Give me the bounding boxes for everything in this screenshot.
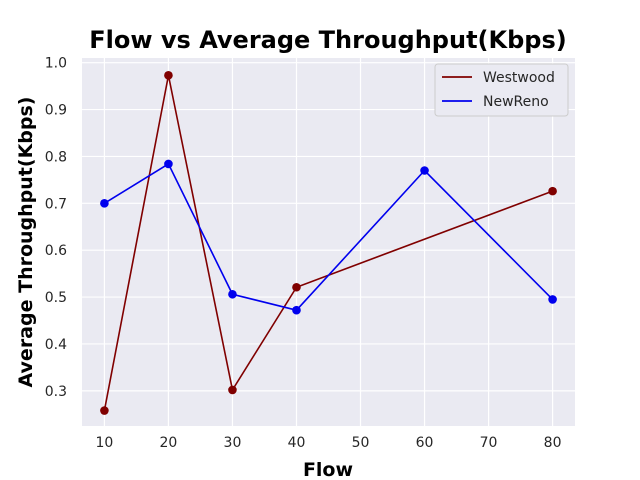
- data-point-westwood: [548, 186, 557, 196]
- x-tick-label: 80: [544, 435, 562, 451]
- data-point-westwood: [164, 71, 173, 80]
- data-point-newreno: [420, 166, 429, 175]
- y-tick-label: 0.6: [45, 243, 67, 259]
- y-tick-label: 1.0: [45, 56, 67, 72]
- y-tick-label: 0.8: [45, 149, 67, 165]
- legend-item-newreno: NewReno: [442, 94, 549, 110]
- x-tick-label: 30: [224, 435, 242, 451]
- x-tick-label: 10: [95, 435, 113, 451]
- x-tick-labels: 10 20 30 40 50 60 70 80: [95, 435, 561, 451]
- x-tick-label: 40: [288, 435, 306, 451]
- y-tick-label: 0.7: [45, 196, 67, 212]
- data-point-westwood: [100, 406, 109, 415]
- legend: Westwood NewReno: [434, 63, 569, 117]
- data-point-westwood: [228, 385, 237, 395]
- legend-label: NewReno: [483, 94, 549, 110]
- series-line-newreno: [103, 162, 554, 312]
- legend-label: Westwood: [483, 70, 555, 86]
- x-tick-label: 60: [416, 435, 434, 451]
- series-westwood: [100, 71, 557, 415]
- data-point-newreno: [548, 295, 557, 304]
- x-tick-label: 20: [160, 435, 178, 451]
- x-axis-label: Flow: [303, 459, 353, 480]
- data-point-westwood: [292, 282, 301, 292]
- y-tick-label: 0.9: [45, 103, 67, 119]
- x-tick-label: 50: [352, 435, 370, 451]
- x-tick-label: 70: [480, 435, 498, 451]
- plot-area: [82, 58, 575, 426]
- data-point-newreno: [164, 159, 173, 169]
- legend-item-westwood: Westwood: [442, 70, 555, 86]
- data-point-newreno: [228, 289, 237, 299]
- y-tick-labels: 0.3 0.4 0.5 0.6 0.7 0.8 0.9 1.0: [45, 56, 67, 400]
- data-point-newreno: [100, 199, 109, 208]
- y-tick-label: 0.5: [45, 290, 67, 306]
- series-layer: [100, 71, 557, 415]
- series-newreno: [100, 159, 557, 315]
- y-axis-label: Average Throughput(Kbps): [15, 97, 37, 388]
- grid-lines: [82, 58, 575, 426]
- data-point-newreno: [292, 305, 301, 315]
- y-tick-label: 0.4: [45, 337, 67, 353]
- y-tick-label: 0.3: [45, 384, 67, 400]
- chart-title: Flow vs Average Throughput(Kbps): [89, 26, 566, 54]
